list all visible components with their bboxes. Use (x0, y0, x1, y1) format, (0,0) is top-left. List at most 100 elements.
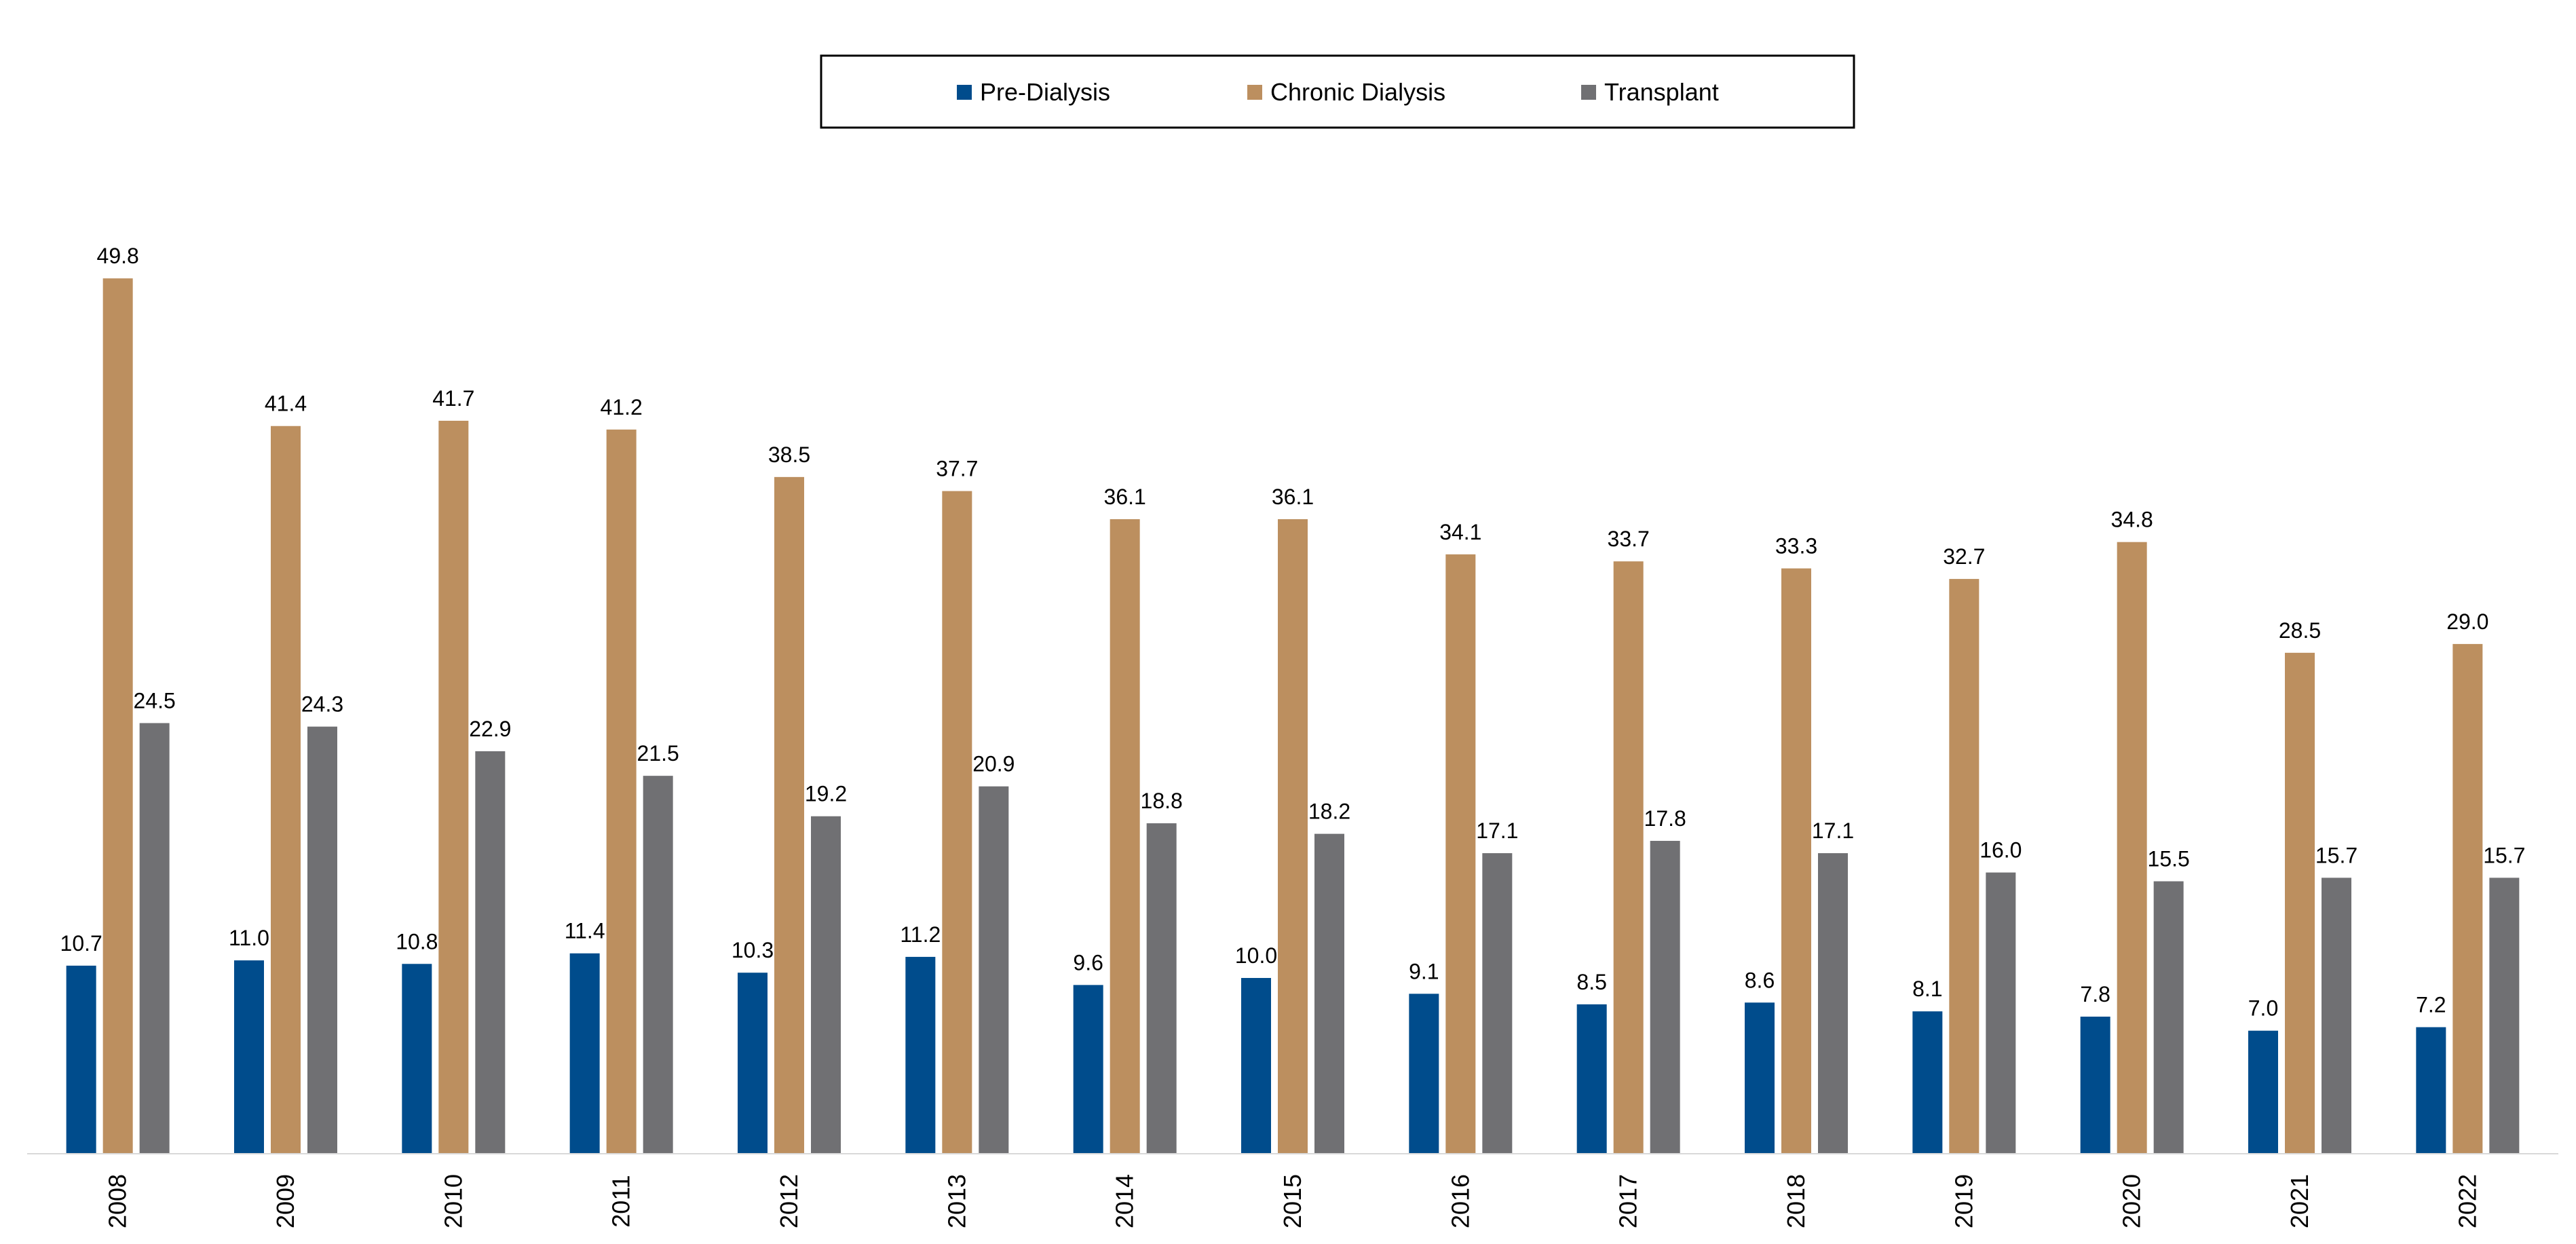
data-label-pre-dialysis-2012: 10.3 (732, 938, 774, 962)
legend-label-pre-dialysis: Pre-Dialysis (980, 78, 1110, 106)
x-tick-label-2012: 2012 (775, 1174, 803, 1228)
bar-pre-dialysis-2020 (2080, 1016, 2110, 1154)
bar-transplant-2014 (1146, 823, 1177, 1154)
data-label-pre-dialysis-2022: 7.2 (2416, 993, 2446, 1017)
data-label-chronic-dialysis-2022: 29.0 (2446, 609, 2488, 634)
bar-pre-dialysis-2014 (1073, 985, 1103, 1154)
bar-chronic-dialysis-2009 (271, 426, 301, 1154)
bar-transplant-2019 (1986, 872, 2016, 1154)
chart-bars (66, 278, 2520, 1154)
bar-chronic-dialysis-2021 (2285, 652, 2315, 1154)
bar-chronic-dialysis-2020 (2117, 542, 2147, 1154)
bar-transplant-2010 (475, 751, 506, 1154)
legend-frame (820, 54, 1855, 129)
data-label-chronic-dialysis-2012: 38.5 (768, 442, 810, 467)
data-label-pre-dialysis-2009: 11.0 (229, 926, 269, 950)
data-label-chronic-dialysis-2016: 34.1 (1439, 520, 1481, 544)
x-tick-label-2014: 2014 (1111, 1174, 1139, 1228)
x-tick-label-2021: 2021 (2286, 1174, 2313, 1228)
data-label-pre-dialysis-2015: 10.0 (1235, 943, 1277, 968)
bar-chronic-dialysis-2012 (774, 476, 804, 1154)
x-tick-label-2008: 2008 (104, 1174, 132, 1228)
bar-pre-dialysis-2010 (402, 964, 432, 1154)
data-label-chronic-dialysis-2008: 49.8 (97, 244, 139, 268)
bar-chronic-dialysis-2008 (102, 278, 133, 1154)
x-tick-label-2011: 2011 (607, 1175, 635, 1227)
bar-transplant-2009 (307, 726, 337, 1154)
data-label-pre-dialysis-2017: 8.5 (1576, 970, 1606, 994)
data-label-chronic-dialysis-2009: 41.4 (265, 392, 307, 416)
bar-chronic-dialysis-2017 (1613, 561, 1644, 1154)
x-tick-label-2013: 2013 (943, 1174, 970, 1228)
data-label-pre-dialysis-2008: 10.7 (60, 931, 102, 956)
data-label-transplant-2017: 17.8 (1644, 806, 1686, 831)
data-label-chronic-dialysis-2017: 33.7 (1608, 527, 1650, 551)
bar-pre-dialysis-2013 (905, 956, 936, 1154)
x-tick-label-2022: 2022 (2453, 1174, 2481, 1228)
bar-transplant-2012 (811, 816, 841, 1154)
bar-chronic-dialysis-2022 (2452, 643, 2483, 1154)
bar-pre-dialysis-2021 (2248, 1030, 2278, 1154)
legend-swatch-chronic-dialysis (1247, 85, 1262, 100)
data-label-transplant-2021: 15.7 (2315, 843, 2357, 867)
x-tick-label-2020: 2020 (2118, 1174, 2146, 1228)
bar-pre-dialysis-2016 (1409, 994, 1439, 1154)
bar-transplant-2016 (1482, 853, 1513, 1154)
data-label-transplant-2009: 24.3 (301, 692, 343, 717)
data-label-transplant-2008: 24.5 (134, 688, 176, 713)
bar-chronic-dialysis-2010 (438, 420, 469, 1154)
bar-pre-dialysis-2018 (1745, 1002, 1775, 1154)
bar-chronic-dialysis-2018 (1781, 568, 1811, 1154)
bar-transplant-2013 (979, 786, 1009, 1154)
x-tick-label-2015: 2015 (1278, 1174, 1306, 1228)
bar-pre-dialysis-2019 (1912, 1011, 1943, 1154)
legend-swatch-pre-dialysis (957, 85, 972, 100)
data-label-transplant-2020: 15.5 (2148, 847, 2190, 871)
x-tick-label-2009: 2009 (271, 1174, 299, 1228)
data-label-chronic-dialysis-2015: 36.1 (1272, 485, 1314, 509)
legend-swatch-transplant (1581, 85, 1596, 100)
x-tick-label-2017: 2017 (1614, 1174, 1642, 1228)
bar-pre-dialysis-2011 (569, 953, 600, 1154)
legend-label-chronic-dialysis: Chronic Dialysis (1270, 78, 1445, 106)
bar-transplant-2020 (2153, 881, 2184, 1154)
legend-label-transplant: Transplant (1604, 78, 1719, 106)
data-label-transplant-2022: 15.7 (2483, 843, 2525, 867)
data-label-pre-dialysis-2018: 8.6 (1745, 968, 1775, 992)
data-label-chronic-dialysis-2018: 33.3 (1775, 534, 1817, 559)
bar-transplant-2021 (2322, 878, 2351, 1154)
bar-pre-dialysis-2009 (234, 960, 264, 1154)
data-label-transplant-2010: 22.9 (469, 717, 511, 741)
chart-legend: Pre-Dialysis Chronic Dialysis Transplant (820, 54, 1855, 129)
data-label-transplant-2014: 18.8 (1141, 789, 1183, 813)
bar-transplant-2018 (1818, 853, 1848, 1154)
data-label-pre-dialysis-2019: 8.1 (1912, 977, 1942, 1001)
data-label-pre-dialysis-2021: 7.0 (2248, 996, 2278, 1021)
bar-pre-dialysis-2022 (2416, 1027, 2446, 1154)
data-label-pre-dialysis-2020: 7.8 (2080, 982, 2110, 1006)
bar-chronic-dialysis-2011 (606, 429, 637, 1154)
x-tick-label-2018: 2018 (1782, 1174, 1810, 1228)
bar-chronic-dialysis-2016 (1445, 554, 1476, 1154)
data-label-transplant-2011: 21.5 (637, 741, 679, 766)
data-label-transplant-2015: 18.2 (1308, 799, 1350, 824)
x-tick-label-2016: 2016 (1446, 1174, 1474, 1228)
data-label-pre-dialysis-2011: 11.4 (565, 919, 605, 943)
x-tick-label-2019: 2019 (1950, 1174, 1977, 1228)
bar-chronic-dialysis-2014 (1110, 519, 1140, 1154)
data-label-chronic-dialysis-2019: 32.7 (1943, 544, 1985, 569)
x-tick-label-2010: 2010 (439, 1174, 467, 1228)
bar-transplant-2017 (1650, 840, 1680, 1154)
bar-chronic-dialysis-2019 (1949, 579, 1980, 1154)
bar-pre-dialysis-2015 (1241, 978, 1271, 1154)
data-labels: 10.7 49.8 24.5 11.0 41.4 24.3 10.8 41.7 22.9 11.4… (60, 244, 2526, 1021)
data-label-pre-dialysis-2010: 10.8 (396, 929, 438, 954)
data-label-chronic-dialysis-2010: 41.7 (432, 386, 474, 411)
data-label-transplant-2016: 17.1 (1476, 818, 1518, 843)
data-label-transplant-2012: 19.2 (805, 782, 847, 806)
data-label-transplant-2019: 16.0 (1980, 838, 2022, 863)
bar-transplant-2015 (1314, 833, 1344, 1154)
data-label-pre-dialysis-2014: 9.6 (1073, 950, 1103, 975)
data-label-chronic-dialysis-2011: 41.2 (601, 395, 643, 419)
